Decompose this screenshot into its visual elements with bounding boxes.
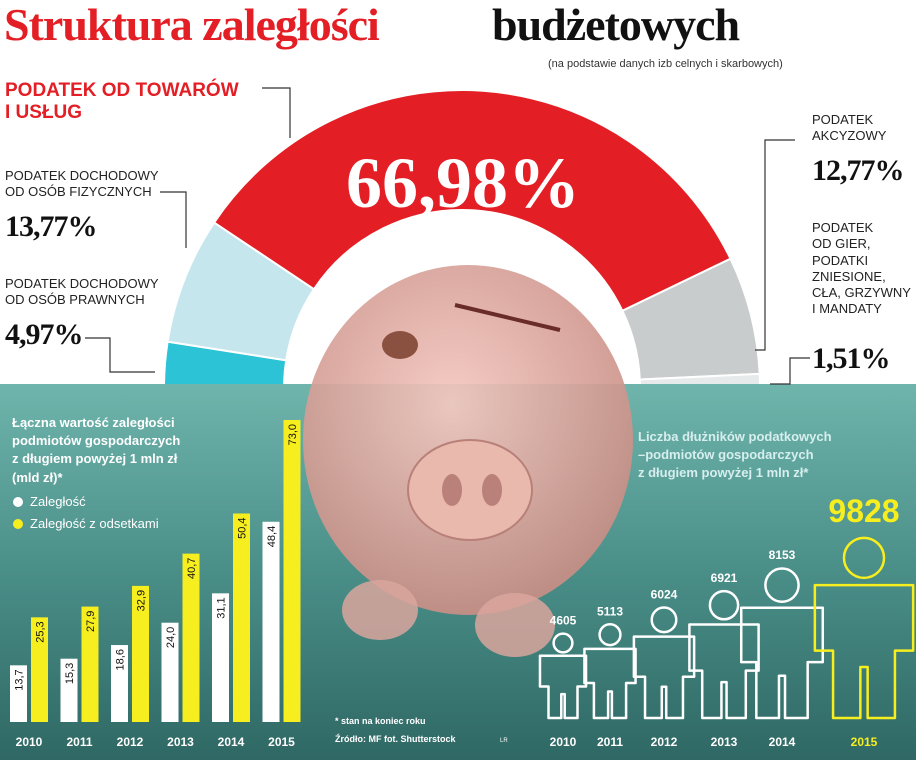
figure-body	[634, 637, 694, 718]
bar	[182, 553, 200, 722]
slice-value: 1,51%	[812, 342, 890, 375]
title: Struktura zaległości	[4, 0, 380, 50]
bar	[60, 658, 78, 722]
title: budżetowych	[492, 0, 740, 50]
x-tick-label: 2010	[550, 735, 577, 749]
x-tick-label: 2014	[769, 735, 796, 749]
slice-label: PODATEK OD GIER, PODATKI ZNIESIONE, CŁA,…	[812, 220, 911, 317]
plots: Zaległość Zaległość z odsetkami 13,7 25,3 20…	[10, 420, 913, 749]
value-label: 24,0	[165, 627, 177, 648]
bar	[283, 420, 301, 722]
figure-head	[844, 538, 884, 578]
chart-title: Liczba dłużników podatkowych –podmiotów …	[638, 429, 832, 481]
x-tick-label: 2012	[651, 735, 678, 749]
chart-title: Łączna wartość zaległości podmiotów gosp…	[12, 415, 181, 485]
person-figure	[815, 538, 913, 718]
person-figure	[741, 569, 823, 718]
value-label: 15,3	[64, 663, 76, 684]
slice-label: PODATEK OD TOWARÓW I USŁUG	[5, 80, 239, 123]
slice-label: PODATEK DOCHODOWY OD OSÓB FIZYCZNYCH	[5, 168, 159, 200]
value-label: 6024	[651, 587, 678, 601]
slice-label: PODATEK AKCYZOWY	[812, 112, 887, 144]
bar	[10, 665, 27, 722]
value-label: 9828	[828, 493, 899, 529]
legend-swatch	[13, 519, 23, 529]
figure-body	[540, 656, 586, 718]
figure-body	[584, 649, 635, 718]
pie-slice	[212, 89, 732, 313]
slice-value: 66,98%	[346, 143, 580, 223]
value-label: 31,1	[216, 597, 228, 618]
person-figure	[540, 634, 586, 718]
figure-head	[652, 608, 677, 633]
slice-value: 4,97%	[5, 318, 83, 351]
bar	[161, 622, 179, 722]
bar	[132, 585, 149, 722]
x-tick-label: 2015	[268, 735, 295, 749]
figure-head	[765, 569, 798, 602]
figure-body	[741, 608, 823, 718]
leader-lines	[85, 87, 810, 385]
figure-head	[554, 634, 573, 653]
bar	[212, 593, 229, 722]
x-tick-label: 2013	[167, 735, 194, 749]
person-figure	[689, 591, 758, 718]
value-label: 50,4	[237, 517, 249, 538]
bar	[31, 617, 48, 722]
x-tick-label: 2010	[16, 735, 43, 749]
value-label: 5113	[597, 604, 623, 618]
figure-head	[600, 624, 621, 645]
value-label: 40,7	[186, 558, 198, 579]
figure-body	[689, 624, 758, 718]
figure-head	[710, 591, 738, 619]
figure-body	[815, 585, 913, 718]
value-label: 18,6	[115, 649, 127, 670]
person-figure	[584, 624, 635, 718]
person-figure	[634, 608, 694, 718]
credit: LR	[500, 738, 508, 744]
value-label: 48,4	[266, 526, 278, 547]
slice-value: 12,77%	[812, 154, 904, 187]
bar	[111, 645, 128, 722]
value-label: 4605	[550, 614, 577, 628]
bar	[262, 521, 280, 722]
bar	[233, 513, 250, 722]
value-label: 13,7	[14, 669, 26, 690]
slice-value: 13,77%	[5, 210, 97, 243]
x-tick-label: 2013	[711, 735, 738, 749]
x-tick-label: 2011	[597, 735, 623, 749]
x-tick-label: 2014	[218, 735, 245, 749]
legend-swatch	[13, 497, 23, 507]
value-label: 27,9	[85, 611, 97, 632]
value-label: 8153	[769, 548, 796, 562]
slice-label: PODATEK DOCHODOWY OD OSÓB PRAWNYCH	[5, 276, 159, 308]
bar	[81, 606, 99, 722]
x-tick-label: 2012	[117, 735, 144, 749]
legend-label: Zaległość	[30, 494, 86, 509]
value-label: 6921	[711, 571, 738, 585]
subtitle: (na podstawie danych izb celnych i skarb…	[548, 58, 783, 70]
x-tick-label: 2015	[851, 735, 878, 749]
value-label: 25,3	[35, 621, 47, 642]
note: * stan na koniec roku	[335, 716, 426, 726]
value-label: 73,0	[287, 424, 299, 445]
piggy-bank	[303, 265, 633, 657]
x-tick-label: 2011	[66, 735, 92, 749]
legend-label: Zaległość z odsetkami	[30, 516, 159, 531]
value-label: 32,9	[136, 590, 148, 611]
source: Źródło: MF fot. Shutterstock	[335, 734, 456, 744]
